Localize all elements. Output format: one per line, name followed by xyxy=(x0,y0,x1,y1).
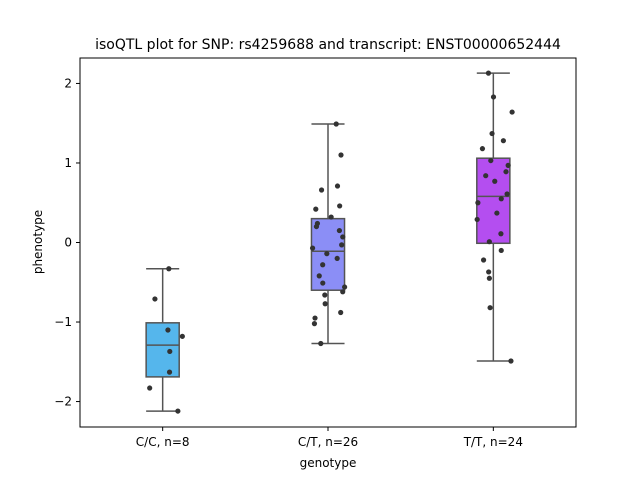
data-point xyxy=(336,227,343,234)
data-point xyxy=(509,109,515,115)
data-point xyxy=(500,138,506,144)
x-axis: C/C, n=8 C/T, n=26 T/T, n=24 xyxy=(136,427,523,449)
data-point xyxy=(334,183,341,189)
data-point xyxy=(167,348,173,355)
data-point xyxy=(316,273,322,279)
data-point xyxy=(334,255,340,262)
data-point xyxy=(320,262,326,268)
data-point xyxy=(175,408,181,414)
box-group xyxy=(309,121,348,347)
y-tick-label: 1 xyxy=(64,156,72,170)
data-point xyxy=(486,239,492,245)
data-point xyxy=(486,269,492,275)
data-point xyxy=(166,369,173,375)
data-point xyxy=(487,305,493,311)
y-axis-label: phenotype xyxy=(31,210,45,274)
box xyxy=(145,322,180,378)
data-point xyxy=(320,280,326,286)
data-point xyxy=(333,121,339,127)
data-point xyxy=(339,242,345,248)
data-point xyxy=(179,333,185,339)
data-point xyxy=(480,257,487,263)
x-axis-label: genotype xyxy=(300,456,357,470)
data-point xyxy=(503,169,509,175)
data-point xyxy=(147,385,153,391)
y-tick-label: 2 xyxy=(64,76,72,90)
data-point xyxy=(318,187,325,193)
data-point xyxy=(311,321,318,327)
data-point xyxy=(494,210,500,216)
data-point xyxy=(313,206,319,212)
y-tick-label: −1 xyxy=(54,315,72,329)
data-point xyxy=(486,275,492,281)
data-point xyxy=(338,152,344,158)
data-point xyxy=(504,191,510,197)
data-point xyxy=(318,340,324,347)
data-point xyxy=(489,130,495,137)
data-point xyxy=(483,173,489,179)
data-point xyxy=(340,234,346,240)
x-tick-label: C/T, n=26 xyxy=(298,435,358,449)
data-point xyxy=(342,284,348,290)
data-point xyxy=(498,196,504,202)
data-point xyxy=(322,301,328,307)
x-tick-label: T/T, n=24 xyxy=(463,435,523,449)
data-point xyxy=(152,296,158,302)
data-point xyxy=(309,245,316,251)
data-point xyxy=(166,266,172,272)
data-point xyxy=(474,216,480,223)
data-point xyxy=(165,327,171,333)
data-point xyxy=(313,223,320,230)
data-point xyxy=(475,200,481,206)
data-point xyxy=(337,203,343,209)
data-point xyxy=(498,231,504,237)
box-group xyxy=(474,70,515,364)
data-point xyxy=(508,358,514,364)
data-point xyxy=(498,247,504,254)
data-point xyxy=(340,289,346,295)
plot-area xyxy=(145,70,515,414)
box-group xyxy=(145,266,185,414)
x-tick-label: C/C, n=8 xyxy=(136,435,190,449)
y-axis: −2 −1 0 1 2 xyxy=(54,76,80,409)
data-point xyxy=(312,315,318,321)
y-tick-label: 0 xyxy=(64,236,72,250)
data-point xyxy=(492,178,498,184)
data-point xyxy=(488,157,494,164)
data-point xyxy=(490,94,497,100)
data-point xyxy=(479,146,486,152)
data-point xyxy=(328,214,334,220)
data-point xyxy=(338,309,344,316)
chart-title: isoQTL plot for SNP: rs4259688 and trans… xyxy=(95,37,561,53)
data-point xyxy=(505,162,511,168)
y-tick-label: −2 xyxy=(54,395,72,409)
data-point xyxy=(324,251,330,257)
data-point xyxy=(485,70,492,76)
data-point xyxy=(322,292,328,298)
